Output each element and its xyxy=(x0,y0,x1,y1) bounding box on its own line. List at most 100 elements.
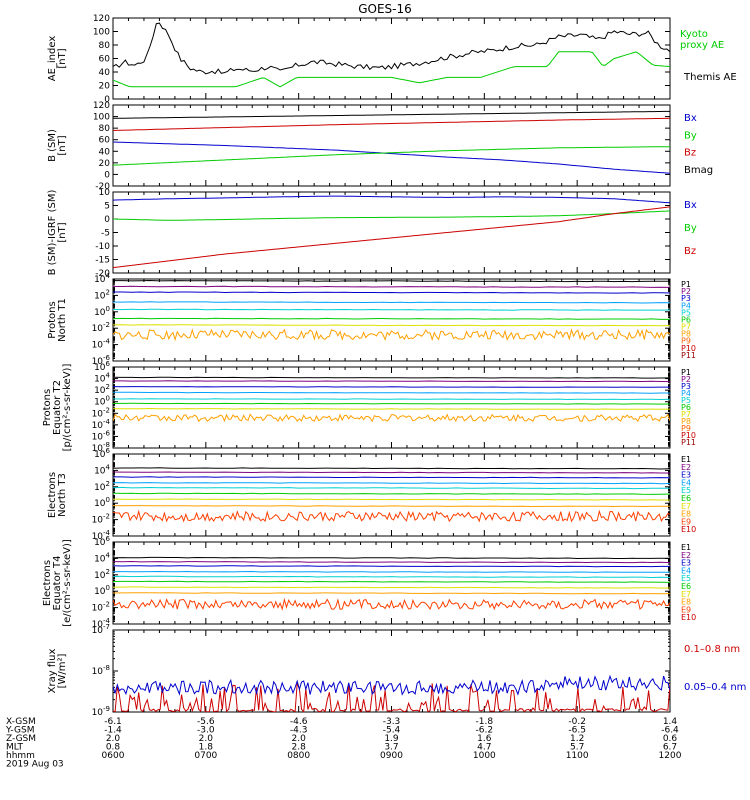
y-axis-label: [p/(cm²-s-sr-keV)] xyxy=(62,364,73,452)
table-row-label: X-GSM xyxy=(6,717,36,727)
y-tick-label: 10-2 xyxy=(92,321,110,334)
legend-entry: By xyxy=(684,223,697,234)
chart-title: GOES-16 xyxy=(358,2,412,16)
table-cell: 0700 xyxy=(194,751,217,761)
legend-entry: E6 xyxy=(681,494,691,503)
table-cell: 1.8 xyxy=(199,743,214,753)
series-line-0-1-0-8-nm xyxy=(113,683,670,712)
series-line-bz xyxy=(113,206,670,269)
table-row-label: hhmm xyxy=(6,751,35,761)
legend-entry: P7 xyxy=(681,323,691,332)
table-cell: -5.4 xyxy=(383,726,401,736)
legend-entry: Bz xyxy=(684,148,696,159)
legend-entry: P2 xyxy=(681,375,691,384)
y-tick-label: 10-2 xyxy=(92,601,110,614)
legend-entry: Kyoto xyxy=(680,29,708,40)
y-tick-label: 0 xyxy=(104,215,110,225)
table-cell: 1000 xyxy=(473,751,496,761)
y-tick-label: 40 xyxy=(99,147,111,157)
y-axis-label: Equator T4 xyxy=(52,556,63,611)
series-group xyxy=(113,556,670,611)
table-cell: -1.4 xyxy=(104,726,122,736)
series-line-e7 xyxy=(113,498,670,501)
series-line-p5 xyxy=(113,308,670,311)
table-cell: 1200 xyxy=(659,751,682,761)
legend-entry: E8 xyxy=(681,510,691,519)
table-cell: -6.4 xyxy=(661,726,679,736)
legend-entry: P1 xyxy=(681,280,691,289)
y-tick-label: -20 xyxy=(95,269,110,279)
series-line-e9 xyxy=(113,597,670,611)
series-line-e1 xyxy=(113,556,670,560)
series-line-e8 xyxy=(113,505,670,508)
legend-entry: E9 xyxy=(681,517,691,526)
legend-entry: P10 xyxy=(681,344,696,353)
series-line-p7 xyxy=(113,324,670,327)
panel-frame xyxy=(112,278,671,362)
table-cell: -3.0 xyxy=(197,726,215,736)
y-tick-label: 100 xyxy=(93,113,110,123)
series-line-bz xyxy=(113,117,670,131)
legend-entry: P5 xyxy=(681,308,691,317)
series-line-e2 xyxy=(113,471,670,474)
y-tick-label: 102 xyxy=(94,288,110,301)
legend-entry: E3 xyxy=(681,559,691,568)
table-cell: 0600 xyxy=(102,751,125,761)
legend-entry: P8 xyxy=(681,417,691,426)
series-group xyxy=(113,279,670,342)
series-line-p2 xyxy=(113,380,670,383)
legend-entry: E10 xyxy=(681,613,696,622)
y-axis-label: Xray flux xyxy=(47,649,58,694)
series-line-by xyxy=(113,210,670,221)
legend-entry: E9 xyxy=(681,605,691,614)
series-line-e5 xyxy=(113,575,670,579)
legend-entry: E1 xyxy=(681,455,691,464)
table-cell: 2.8 xyxy=(292,743,307,753)
table-cell: 6.7 xyxy=(663,743,677,753)
y-tick-label: 120 xyxy=(93,14,110,24)
y-axis-label: Protons xyxy=(47,301,58,338)
y-axis-label: North T1 xyxy=(57,298,68,342)
series-line-e2 xyxy=(113,560,670,564)
orbit-table: X-GSM -6.1 -5.6 -4.6 -3.3 -1.8 -0.2 1.4 Y-GSM -1.… xyxy=(5,717,682,770)
series-line-bmag xyxy=(113,110,670,119)
series-line-e5 xyxy=(113,486,670,490)
y-tick-label: 100 xyxy=(94,496,110,509)
y-tick-label: 10-8 xyxy=(92,664,110,677)
panel-frame xyxy=(112,453,671,537)
legend-entry: P11 xyxy=(681,351,696,360)
legend-entry: P4 xyxy=(681,301,691,310)
y-tick-label: 20 xyxy=(99,159,111,169)
series-line-p2 xyxy=(113,285,670,288)
y-tick-label: 80 xyxy=(99,124,111,134)
table-cell: -6.1 xyxy=(104,717,122,727)
table-cell: -0.2 xyxy=(568,717,586,727)
series-line-p8 xyxy=(113,328,670,342)
table-cell: 0800 xyxy=(287,751,310,761)
table-cell: 1100 xyxy=(566,751,589,761)
table-cell: 1.4 xyxy=(663,717,678,727)
legend-entry: E8 xyxy=(681,598,691,607)
series-group xyxy=(113,22,670,88)
series-line-p8 xyxy=(113,413,670,423)
legend-entry: E5 xyxy=(681,486,691,495)
series-line-p6 xyxy=(113,317,670,320)
series-line-p5 xyxy=(113,398,670,401)
series-line-e3 xyxy=(113,476,670,479)
table-cell: 5.7 xyxy=(570,743,584,753)
y-tick-label: -10 xyxy=(95,242,110,252)
y-axis-label: Protons xyxy=(42,389,53,426)
table-row-label: Y-GSM xyxy=(5,726,34,736)
legend: Bx By Bz xyxy=(684,200,697,257)
table-cell: -1.8 xyxy=(476,717,494,727)
series-line-p1 xyxy=(113,279,670,283)
legend-entry: E7 xyxy=(681,590,691,599)
series-line-e4 xyxy=(113,570,670,573)
legend-entry: 0.05–0.4 nm xyxy=(684,682,746,693)
y-tick-label: 100 xyxy=(94,305,110,318)
y-axis-label: Electrons xyxy=(47,472,58,518)
series-line-p7 xyxy=(113,407,670,410)
table-cell: -6.5 xyxy=(568,726,586,736)
